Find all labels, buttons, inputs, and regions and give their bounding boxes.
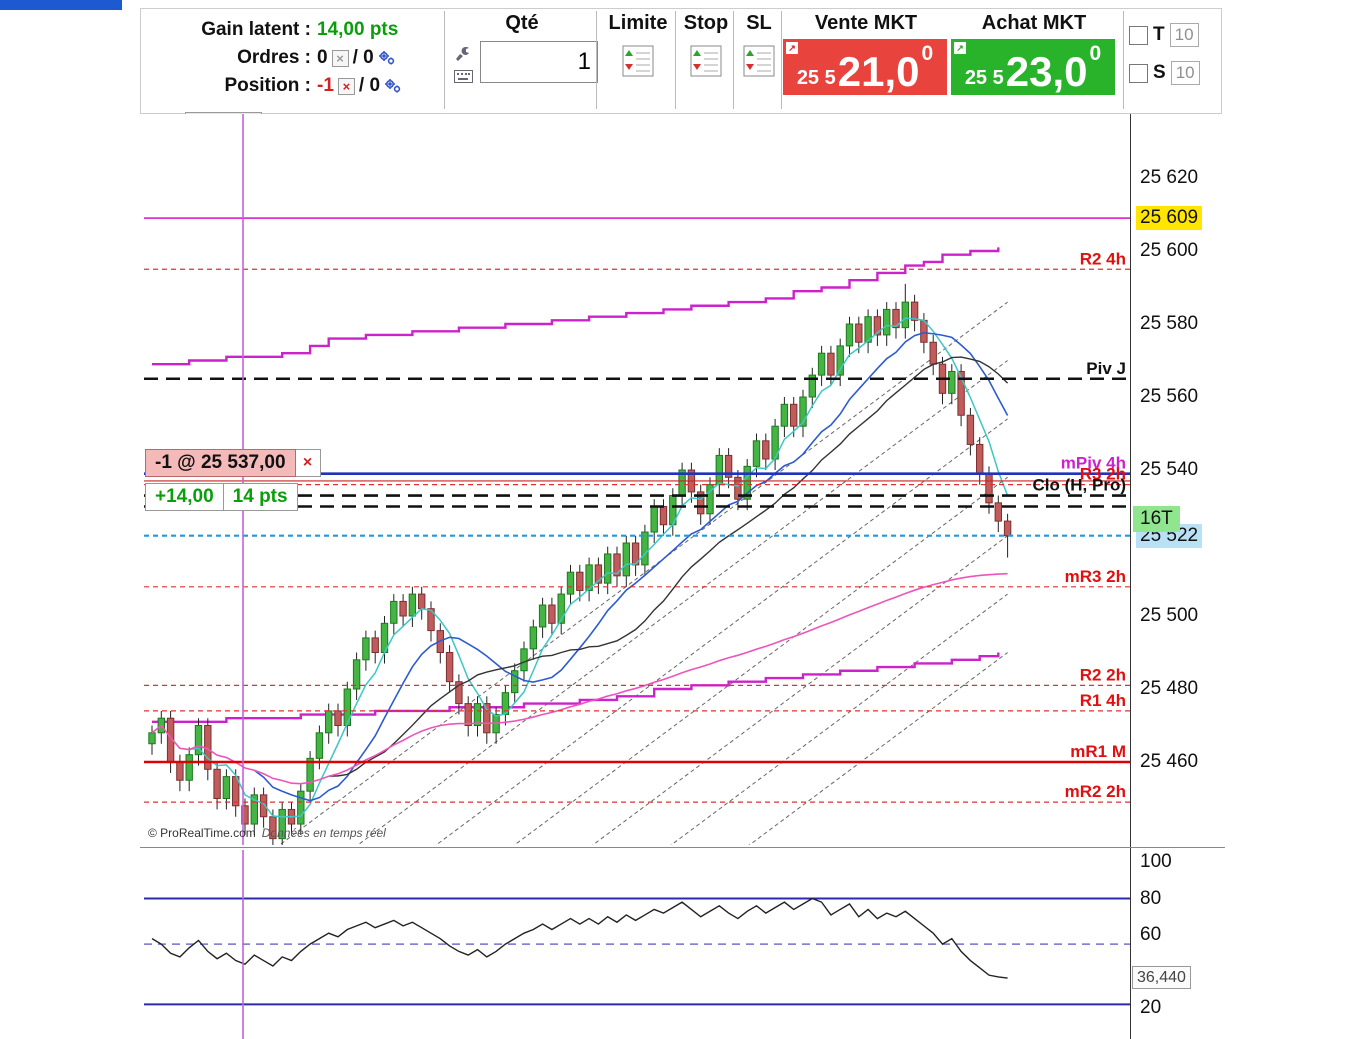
position-stats: Gain latent : 14,00 pts Ordres : 0 × / 0… — [143, 9, 443, 118]
oscillator-axis-tick: 60 — [1140, 924, 1162, 945]
oscillator-chart — [140, 850, 1130, 1039]
sell-price-sup: 0 — [921, 42, 934, 65]
svg-text:R1 4h: R1 4h — [1080, 691, 1126, 710]
trailing-s-value[interactable]: 10 — [1170, 61, 1200, 85]
trailing-s-row: S 10 — [1129, 61, 1219, 85]
buy-price-main: 23,0 — [1005, 48, 1088, 95]
close-position-button[interactable]: × — [295, 449, 321, 477]
position-size: -1 — [317, 75, 334, 96]
quantity-input[interactable] — [480, 41, 598, 83]
sell-corner-arrow-icon: ↗ — [786, 42, 798, 54]
oscillator-axis-tick: 80 — [1140, 887, 1162, 909]
oscillator-current-value: 36,440 — [1132, 965, 1191, 989]
orders-pending: / 0 — [352, 47, 374, 68]
stop-order-group: Stop — [678, 9, 734, 111]
price-axis-tick: 25 480 — [1140, 678, 1199, 699]
trailing-s-checkbox[interactable] — [1129, 63, 1148, 83]
orders-count: 0 — [317, 47, 328, 68]
orders-label: Ordres : — [237, 47, 311, 68]
price-axis-tick: 25 600 — [1140, 240, 1199, 261]
quantity-header: Qté — [505, 12, 539, 34]
wrench-icon[interactable] — [454, 45, 478, 62]
orders-settings-gear-icon[interactable] — [378, 50, 396, 66]
toolbar-separator — [444, 11, 445, 109]
pnl-value: +14,00 — [155, 486, 214, 507]
oscillator-axis-tick: 20 — [1140, 997, 1162, 1018]
open-position-text: -1 @ 25 537,00 — [145, 449, 296, 477]
price-axis-line — [1130, 114, 1131, 1039]
oscillator-axis-tick: 100 — [1140, 851, 1172, 872]
timeframe-tag: 16T — [1133, 506, 1180, 532]
limit-order-header: Limite — [608, 12, 668, 34]
svg-text:Clo (H, Pro): Clo (H, Pro) — [1033, 476, 1127, 495]
gain-value: 14,00 pts — [317, 19, 399, 40]
position-settings-gear-icon[interactable] — [384, 78, 402, 94]
trailing-s-label: S — [1153, 62, 1166, 83]
buy-corner-arrow-icon: ↗ — [954, 42, 966, 54]
price-axis-tick: 25 580 — [1140, 313, 1199, 334]
svg-text:R2 4h: R2 4h — [1080, 249, 1126, 268]
price-axis-tick: 25 609 — [1136, 206, 1203, 231]
buy-market-group: Achat MKT ↗ 25 5 23,0 0 — [951, 9, 1117, 111]
sell-price-main: 21,0 — [837, 48, 920, 95]
cancel-orders-icon[interactable]: × — [331, 49, 349, 67]
position-pending: / 0 — [358, 75, 381, 96]
close-position-icon[interactable]: × — [337, 77, 355, 95]
gain-label: Gain latent : — [201, 19, 311, 40]
sl-order-icon[interactable] — [743, 45, 775, 77]
pnl-pill: +14,00 14 pts — [145, 483, 298, 511]
toolbar-separator — [733, 11, 734, 109]
stop-order-header: Stop — [683, 12, 729, 34]
sell-market-button[interactable]: ↗ 25 5 21,0 0 — [783, 39, 947, 95]
sell-market-group: Vente MKT ↗ 25 5 21,0 0 — [783, 9, 949, 111]
price-axis-tick: 25 560 — [1140, 386, 1199, 407]
copyright-note: Données en temps réel — [261, 826, 386, 840]
panel-separator — [140, 847, 1225, 848]
copyright-brand: © ProRealTime.com — [148, 826, 256, 840]
orders-row: Ordres : 0 × / 0 — [143, 44, 443, 72]
sl-order-group: SL — [736, 9, 782, 111]
keyboard-icon[interactable] — [454, 70, 478, 83]
gain-row: Gain latent : 14,00 pts — [143, 16, 443, 44]
limit-order-icon[interactable] — [622, 45, 654, 77]
price-axis-tick: 25 540 — [1140, 459, 1199, 480]
buy-price-prefix: 25 5 — [964, 67, 1004, 89]
position-row: Position : -1 × / 0 — [143, 72, 443, 100]
svg-text:mR2 2h: mR2 2h — [1065, 782, 1126, 801]
trailing-t-checkbox[interactable] — [1129, 25, 1148, 45]
toolbar-separator — [675, 11, 676, 109]
limit-order-group: Limite — [599, 9, 677, 111]
trailing-t-label: T — [1153, 24, 1165, 45]
toolbar-separator — [1123, 11, 1124, 109]
buy-market-button[interactable]: ↗ 25 5 23,0 0 — [951, 39, 1115, 95]
trading-toolbar: Gain latent : 14,00 pts Ordres : 0 × / 0… — [140, 8, 1222, 114]
svg-text:R2 2h: R2 2h — [1080, 665, 1126, 684]
svg-text:mR3 2h: mR3 2h — [1065, 567, 1126, 586]
sell-market-header: Vente MKT — [814, 12, 918, 34]
sl-order-header: SL — [746, 12, 772, 34]
price-axis-tick: 25 620 — [1140, 167, 1199, 188]
sell-price-prefix: 25 5 — [796, 67, 836, 89]
price-axis-tick: 25 460 — [1140, 751, 1199, 772]
trailing-stops-group: T 10 S 10 — [1127, 9, 1219, 111]
price-axis-tick: 25 500 — [1140, 605, 1199, 626]
svg-text:mPiv 4h: mPiv 4h — [1061, 454, 1126, 473]
toolbar-separator — [781, 11, 782, 109]
svg-text:R3 2h: R3 2h — [1080, 465, 1126, 484]
svg-text:Piv J: Piv J — [1086, 359, 1126, 378]
open-position-pill: -1 @ 25 537,00 × — [145, 449, 321, 477]
buy-price-sup: 0 — [1089, 42, 1102, 65]
window-corner-bar — [0, 0, 122, 10]
copyright: © ProRealTime.com Données en temps réel — [148, 826, 386, 840]
stop-order-icon[interactable] — [690, 45, 722, 77]
svg-text:mR1 M: mR1 M — [1070, 742, 1126, 761]
toolbar-separator — [596, 11, 597, 109]
pnl-points: 14 pts — [232, 486, 288, 507]
position-label: Position : — [224, 75, 311, 96]
trailing-t-row: T 10 — [1129, 23, 1219, 47]
quantity-group: Qté — [446, 9, 598, 111]
buy-market-header: Achat MKT — [981, 12, 1087, 34]
trailing-t-value[interactable]: 10 — [1169, 23, 1199, 47]
